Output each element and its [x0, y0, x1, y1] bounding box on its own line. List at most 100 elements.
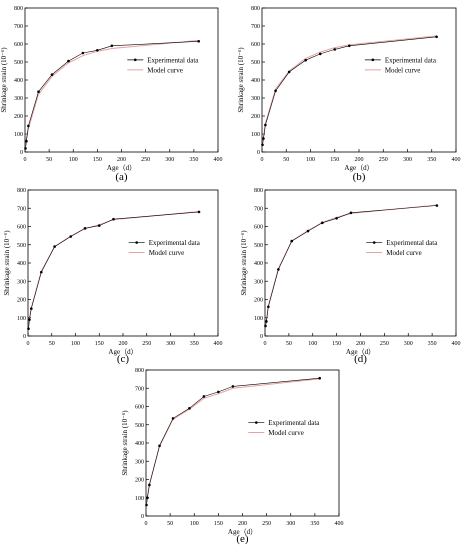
legend-label-model: Model curve	[386, 249, 422, 257]
x-tick-label: 200	[117, 157, 126, 163]
legend-label-experimental: Experimental data	[149, 239, 201, 247]
x-tick-label: 0	[261, 157, 264, 163]
y-tick-label: 600	[254, 225, 263, 231]
data-point-experimental	[146, 496, 149, 500]
y-tick-label: 200	[135, 478, 144, 484]
data-point-experimental	[158, 444, 161, 448]
data-point-experimental	[27, 327, 30, 331]
x-tick-label: 150	[93, 157, 102, 163]
y-tick-label: 0	[23, 334, 26, 340]
y-tick-label: 300	[254, 279, 263, 285]
y-axis-label: Shrinkage strain (10⁻⁶)	[3, 230, 11, 296]
data-point-experimental	[265, 320, 268, 323]
data-point-experimental	[197, 210, 201, 214]
data-point-experimental	[83, 227, 87, 230]
data-point-experimental	[53, 245, 56, 248]
series-line-experimental-data	[28, 211, 200, 329]
data-point-experimental	[145, 503, 148, 507]
data-point-experimental	[67, 59, 70, 63]
chart-panel: 0 50 100 150 200 250 300 350 400 0 100 200 300 400 500…	[3, 188, 223, 365]
y-tick-label: 0	[257, 150, 260, 156]
data-point-experimental	[435, 35, 438, 39]
x-tick-label: 250	[379, 157, 388, 163]
data-point-experimental	[287, 70, 291, 74]
series-line-model-curve	[265, 204, 437, 326]
series-line-experimental-data	[262, 36, 437, 145]
legend: Experimental data Model curve	[128, 239, 201, 257]
legend-marker-experimental	[133, 58, 137, 62]
x-tick-label: 200	[356, 341, 365, 347]
data-point-experimental	[171, 417, 175, 420]
x-axis-label: Age（d）	[108, 348, 137, 356]
x-tick-label: 50	[49, 341, 55, 347]
y-tick-label: 400	[14, 78, 23, 84]
y-tick-label: 600	[17, 225, 26, 231]
x-tick-label: 50	[46, 157, 52, 163]
y-tick-label: 700	[14, 24, 23, 30]
data-point-experimental	[304, 58, 307, 62]
data-point-experimental	[27, 124, 30, 128]
x-tick-label: 400	[452, 341, 461, 347]
data-point-experimental	[264, 324, 267, 328]
y-tick-label: 800	[251, 6, 260, 12]
x-tick-label: 250	[142, 341, 151, 347]
panel-label: (a)	[115, 171, 128, 183]
x-axis-label: Age（d）	[107, 164, 136, 172]
x-tick-label: 50	[283, 157, 289, 163]
y-tick-label: 700	[135, 386, 144, 392]
x-tick-label: 400	[452, 157, 461, 163]
x-tick-label: 350	[427, 157, 436, 163]
legend-marker-experimental	[135, 241, 138, 244]
series-line-experimental-data	[25, 41, 199, 149]
data-point-experimental	[30, 307, 33, 310]
plot-frame	[145, 369, 340, 517]
legend-label-model: Model curve	[268, 429, 304, 437]
y-axis-label: Shrinkage strain (10⁻⁶)	[240, 230, 248, 296]
x-tick-label: 0	[145, 521, 148, 527]
x-axis-label: Age（d）	[228, 528, 257, 536]
x-axis-label: Age（d）	[344, 164, 373, 172]
x-axis-label: Age（d）	[346, 348, 375, 356]
data-point-experimental	[188, 407, 191, 410]
y-tick-label: 600	[135, 405, 144, 411]
data-point-experimental	[318, 52, 322, 56]
x-tick-label: 400	[214, 157, 223, 163]
data-point-experimental	[274, 89, 277, 93]
series-line-experimental-data	[265, 205, 437, 327]
data-point-experimental	[306, 229, 310, 233]
legend: Experimental data Model curve	[366, 239, 438, 257]
x-tick-label: 250	[262, 521, 271, 527]
data-point-experimental	[290, 239, 294, 243]
y-tick-label: 100	[251, 132, 260, 138]
series-line-experimental-data	[146, 377, 320, 506]
legend-marker-experimental	[371, 58, 375, 62]
data-point-experimental	[217, 390, 220, 394]
chart-panel: 0 50 100 150 200 250 300 350 400 0 100 200 300 400 500…	[121, 368, 344, 545]
chart-panel: 0 50 100 150 200 250 300 350 400 0 100 200 300 400 500…	[240, 188, 461, 365]
legend-label-experimental: Experimental data	[385, 56, 437, 64]
x-tick-label: 0	[24, 157, 27, 163]
x-tick-label: 50	[167, 521, 173, 527]
x-tick-label: 350	[190, 341, 199, 347]
y-tick-label: 800	[135, 368, 144, 374]
y-tick-label: 500	[14, 60, 23, 66]
data-point-experimental	[277, 268, 280, 271]
data-point-experimental	[197, 40, 200, 43]
plot-frame	[261, 7, 457, 153]
y-tick-label: 700	[254, 206, 263, 212]
legend-marker-experimental	[372, 241, 376, 244]
y-tick-label: 300	[17, 279, 26, 285]
y-tick-label: 0	[141, 514, 144, 520]
data-point-experimental	[69, 235, 73, 238]
x-tick-label: 300	[403, 157, 412, 163]
panel-label: (b)	[353, 171, 366, 183]
data-point-experimental	[267, 305, 270, 309]
y-tick-label: 400	[135, 441, 144, 447]
y-tick-label: 500	[251, 60, 260, 66]
y-tick-label: 300	[14, 96, 23, 102]
series-line-model-curve	[28, 211, 200, 328]
y-tick-label: 800	[17, 188, 26, 194]
legend-label-experimental: Experimental data	[268, 419, 320, 427]
y-tick-label: 600	[14, 42, 23, 48]
x-tick-label: 200	[238, 521, 247, 527]
